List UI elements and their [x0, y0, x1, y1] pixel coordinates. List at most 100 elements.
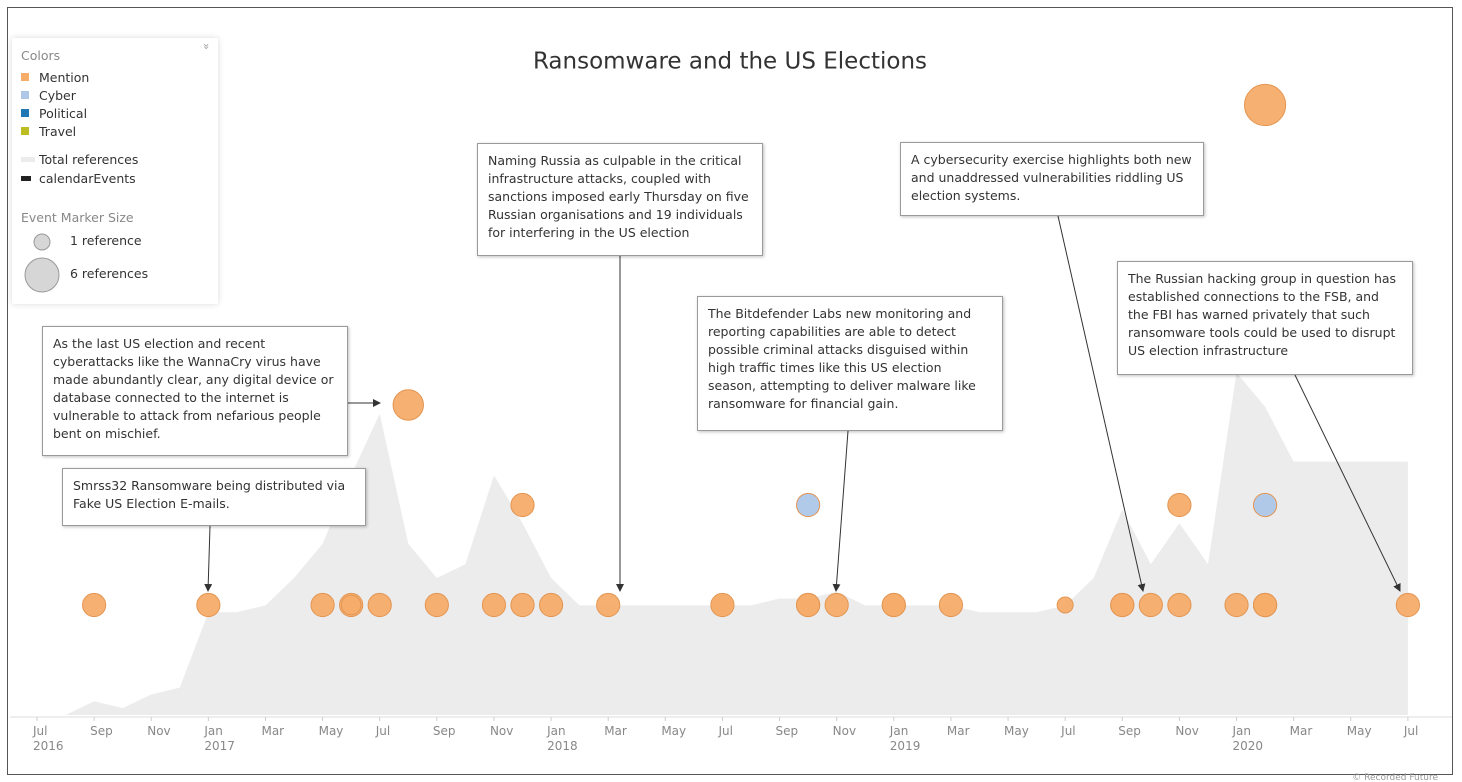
event-marker	[340, 594, 362, 616]
x-tick-label: Jan	[546, 724, 566, 738]
x-tick-label: Jan	[889, 724, 909, 738]
x-tick-label: May	[661, 724, 686, 738]
x-tick-label: Sep	[90, 724, 113, 738]
legend-label: Cyber	[39, 87, 76, 103]
legend-title: Event Marker Size	[21, 210, 134, 225]
legend-item: Cyber	[21, 86, 76, 104]
event-marker	[796, 492, 821, 518]
year-label: 2020	[1233, 739, 1264, 753]
event-marker	[196, 592, 221, 618]
legend-label: Mention	[39, 69, 90, 85]
annotation: As the last US election and recent cyber…	[42, 326, 348, 456]
size-legend	[24, 233, 60, 293]
legend-label: Total references	[39, 151, 139, 167]
annotation: Naming Russia as culpable in the critica…	[477, 143, 763, 256]
annotation: The Bitdefender Labs new monitoring and …	[697, 296, 1003, 431]
x-tick-label: Nov	[1175, 724, 1198, 738]
legend-swatch	[21, 156, 35, 162]
event-marker	[1224, 592, 1249, 618]
event-marker	[424, 592, 449, 618]
annotation-arrow	[832, 430, 849, 592]
event-marker	[1243, 83, 1287, 127]
event-marker	[481, 592, 507, 618]
chart-title: Ransomware and the US Elections	[533, 49, 927, 75]
legend-item: calendarEvents	[21, 169, 136, 187]
event-marker	[392, 389, 424, 421]
annotation-arrow	[1294, 374, 1401, 592]
legend-swatch	[21, 73, 29, 81]
size-marker	[24, 257, 60, 293]
legend-label: Political	[39, 105, 88, 121]
x-tick-label: Mar	[604, 724, 627, 738]
event-marker	[1252, 492, 1278, 518]
x-tick-label: May	[319, 724, 344, 738]
legend-item: Travel	[21, 122, 76, 140]
legend-swatch	[21, 175, 31, 181]
legend: Colors » Mention Cyber Political Travel Tota…	[12, 38, 218, 304]
size-label: 1 reference	[70, 233, 142, 248]
legend-item: Mention	[21, 68, 89, 86]
legend-item: Total references	[21, 150, 138, 168]
x-tick-label: Jul	[32, 724, 47, 738]
event-marker	[538, 592, 564, 618]
x-tick-label: Jan	[203, 724, 223, 738]
frame	[7, 7, 1453, 775]
x-tick-label: Jan	[1232, 724, 1252, 738]
event-marker	[796, 592, 821, 618]
annotation-arrow	[204, 525, 213, 592]
total-references-area	[37, 372, 1408, 715]
legend-label: Travel	[39, 123, 77, 139]
event-marker	[1167, 492, 1192, 518]
x-tick-label: Nov	[833, 724, 856, 738]
x-tick-label: Jul	[1060, 724, 1075, 738]
event-marker	[1252, 592, 1278, 618]
event-marker	[1395, 592, 1420, 618]
event-marker	[510, 592, 535, 618]
annotation-arrow	[1057, 215, 1146, 592]
annotation: A cybersecurity exercise highlights both…	[900, 142, 1204, 216]
x-tick-label: Sep	[433, 724, 456, 738]
event-marker	[596, 592, 621, 618]
x-tick-label: Nov	[490, 724, 513, 738]
event-marker	[510, 492, 535, 518]
event-marker	[938, 592, 964, 618]
event-marker	[881, 592, 906, 618]
collapse-icon[interactable]: »	[200, 43, 214, 50]
event-marker	[82, 592, 107, 618]
x-tick-label: Jul	[717, 724, 732, 738]
legend-item: Political	[21, 104, 87, 122]
legend-swatch	[21, 109, 29, 117]
event-marker	[310, 592, 335, 618]
x-tick-label: Mar	[261, 724, 284, 738]
x-tick-label: Jul	[375, 724, 390, 738]
year-label: 2016	[33, 739, 64, 753]
credit: © Recorded Future	[1352, 773, 1438, 782]
event-marker	[1138, 592, 1163, 618]
x-tick-label: Jul	[1403, 724, 1418, 738]
legend-title: Colors	[21, 48, 61, 63]
event-marker	[710, 592, 735, 618]
event-marker	[1167, 592, 1192, 618]
annotation: Smrss32 Ransomware being distributed via…	[62, 468, 366, 526]
legend-swatch	[21, 127, 29, 135]
year-label: 2017	[204, 739, 235, 753]
x-tick-label: Nov	[147, 724, 170, 738]
x-tick-label: May	[1004, 724, 1029, 738]
size-marker	[33, 233, 51, 251]
legend-swatch	[21, 91, 29, 99]
year-label: 2019	[890, 739, 921, 753]
event-marker	[1056, 596, 1074, 614]
event-marker	[824, 592, 849, 618]
x-tick-label: Mar	[1290, 724, 1313, 738]
size-label: 6 references	[70, 266, 149, 281]
x-tick-label: May	[1347, 724, 1372, 738]
legend-label: calendarEvents	[39, 170, 136, 186]
event-marker	[367, 592, 392, 618]
x-tick-label: Sep	[776, 724, 799, 738]
x-tick-label: Sep	[1118, 724, 1141, 738]
annotation: The Russian hacking group in question ha…	[1117, 261, 1413, 375]
area-layer	[37, 372, 1408, 715]
event-marker	[1110, 592, 1135, 618]
